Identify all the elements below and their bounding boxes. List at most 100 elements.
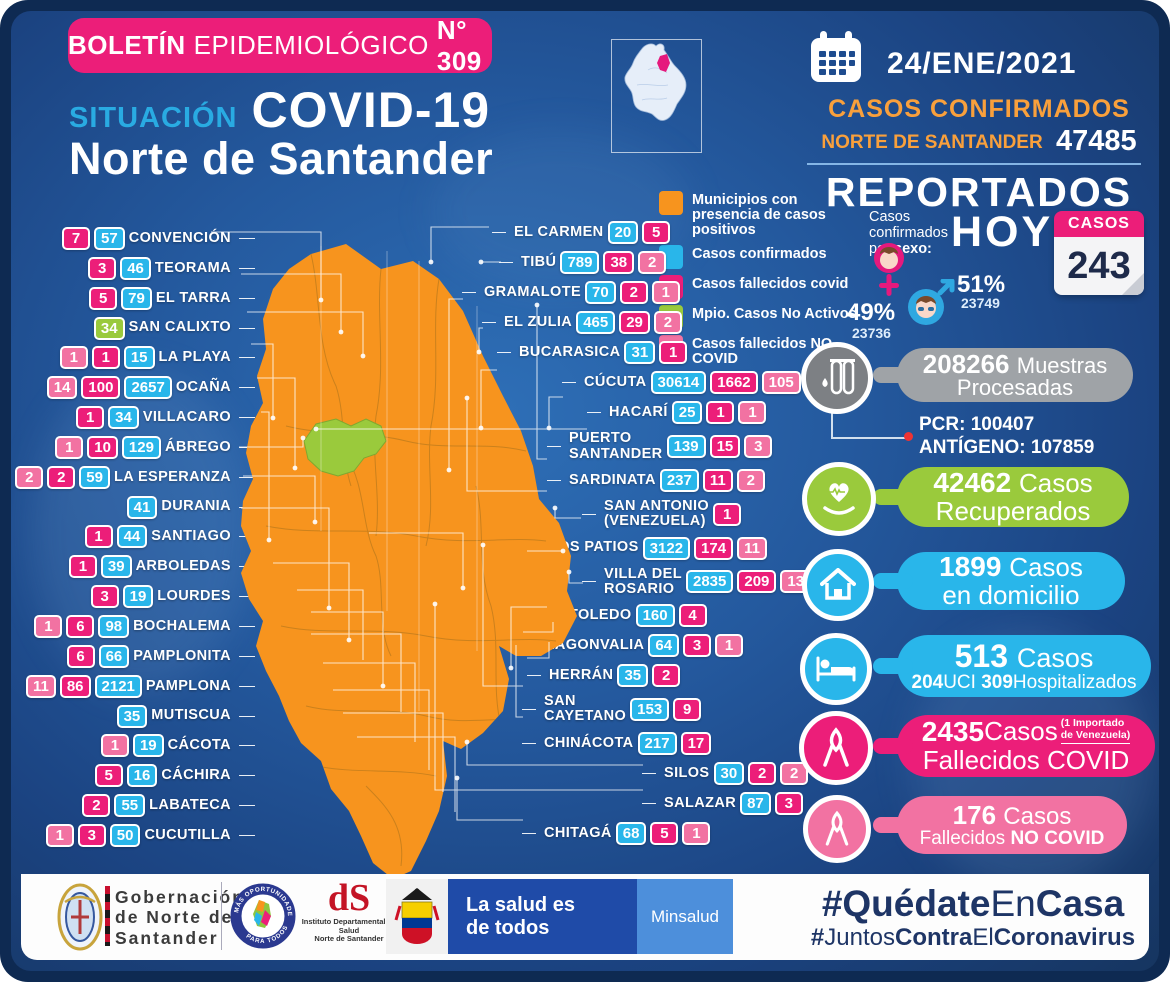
municipality-name: SILOS — [664, 764, 710, 781]
count-box-cyan: 31 — [624, 341, 656, 365]
confirmed-total: 47485 — [1055, 125, 1137, 157]
covid-deaths-label: Casos — [984, 716, 1058, 747]
count-box-lightpink: 1 — [100, 734, 129, 758]
municipality-name: HACARÍ — [609, 404, 668, 421]
municipality-row: 1 3 50 CUCUTILLA — [45, 823, 255, 847]
bulletin-background: BOLETÍN EPIDEMIOLÓGICO N° 309 SITUACIÓN … — [11, 11, 1159, 971]
pcr-line: PCR: 100407 — [919, 414, 1034, 436]
legend-label: Casos fallecidos NO COVID — [692, 335, 833, 367]
uci-value: 204 — [911, 671, 944, 693]
count-box-cyan: 57 — [94, 227, 125, 250]
divider-line — [807, 163, 1141, 165]
municipality-row: 1 19 CÁCOTA — [100, 734, 255, 758]
male-count: 23749 — [961, 295, 1000, 311]
municipality-row: LOS PATIOS 3122 174 11 — [527, 536, 767, 560]
pcr-value: 100407 — [970, 414, 1035, 435]
count-box-magenta: 3 — [774, 791, 803, 815]
norte-de-santander-highlight — [657, 54, 670, 72]
count-box-magenta: 3 — [77, 823, 106, 847]
count-box-magenta: 2 — [748, 761, 777, 785]
count-box-magenta: 38 — [603, 251, 635, 275]
count-box-cyan: 19 — [122, 585, 154, 609]
municipality-row: SALAZAR 87 3 — [642, 791, 803, 815]
municipality-row: 1 34 VILLACARO — [76, 406, 255, 430]
page-fold — [1122, 273, 1144, 295]
count-box-cyan: 139 — [666, 435, 706, 459]
count-box-cyan: 35 — [617, 664, 649, 688]
municipality-name: LOS PATIOS — [549, 539, 639, 556]
count-box-cyan: 64 — [648, 634, 680, 658]
samples-icon-circle — [801, 342, 873, 414]
hospitalized-detail: 204UCI 309Hospitalizados — [911, 671, 1137, 693]
oportunidades-ring-logo: MÁS OPORTUNIDADES PARA TODOS — [229, 882, 296, 949]
municipality-row: 1 10 129 ÁBREGO — [55, 435, 255, 459]
recovered-value: 42462 — [933, 467, 1012, 499]
count-box-magenta: 11 — [702, 468, 733, 492]
noncovid-deaths-line2: Fallecidos NO COVID — [920, 829, 1105, 848]
count-box-magenta: 3 — [88, 256, 117, 280]
heart-hand-icon — [823, 483, 855, 515]
count-box-magenta: 5 — [89, 286, 118, 310]
municipality-row: 11 86 2121 PAMPLONA — [25, 674, 255, 698]
count-box-magenta: 9 — [673, 697, 702, 721]
count-box-magenta: 7 — [62, 227, 91, 250]
municipality-row: 2 55 LABATECA — [82, 794, 255, 818]
count-box-magenta: 3 — [683, 634, 712, 658]
ribbon-icon — [825, 810, 849, 846]
boletin-banner: BOLETÍN EPIDEMIOLÓGICO N° 309 — [68, 15, 492, 76]
home-cases-line2: en domicilio — [942, 580, 1080, 611]
count-box-magenta: 5 — [650, 821, 679, 845]
samples-label: Muestras — [1016, 352, 1108, 378]
female-count: 23736 — [852, 325, 891, 341]
legend-label: Casos confirmados — [692, 245, 827, 262]
hashtag-part: Coronavirus — [993, 924, 1136, 951]
count-box-cyan: 39 — [100, 555, 132, 579]
footer-bar: Gobernación de Norte de Santander MÁS OP… — [21, 874, 1149, 960]
today-cases-label: CASOS — [1054, 211, 1144, 237]
count-box-lightpink: 1 — [34, 614, 63, 638]
municipality-column-left: 7 57 CONVENCIÓN 3 46 TEORAMA 5 79 EL TARRA 34 SAN … — [15, 227, 255, 847]
municipality-name: LOURDES — [157, 588, 231, 605]
home-icon-circle — [802, 549, 874, 621]
municipality-name: BOCHALEMA — [133, 617, 231, 634]
mini-department-mosaic — [253, 900, 271, 928]
municipality-row: SARDINATA 237 11 2 — [547, 468, 765, 492]
logo-divider-bar — [105, 886, 110, 946]
department-map — [241, 244, 577, 879]
gobernacion-crest-logo — [57, 883, 103, 951]
municipality-row: 1 44 SANTIAGO — [84, 525, 255, 549]
count-box-cyan: 2657 — [124, 376, 172, 400]
count-box-lightpink: 11 — [737, 536, 767, 560]
municipality-name: SANTIAGO — [151, 528, 231, 545]
municipality-name: EL TARRA — [155, 289, 231, 306]
hashtags: #QuédateEnCasa #JuntosContraElCoronaviru… — [761, 884, 1159, 952]
municipality-name: CUCUTILLA — [144, 826, 231, 843]
noncovid-deaths-label: Casos — [1003, 802, 1072, 830]
sex-label-bold: sexo: — [894, 241, 932, 258]
recovered-label: Casos — [1018, 468, 1093, 499]
ids-logo-mark: dS — [327, 877, 371, 919]
legend-label: Mpio. Casos No Activos — [692, 305, 857, 322]
municipality-name: MUTISCUA — [151, 707, 231, 724]
count-box-cyan: 789 — [560, 251, 600, 275]
municipality-row: 5 79 EL TARRA — [89, 286, 255, 310]
count-box-cyan: 34 — [108, 406, 139, 430]
municipality-row: BUCARASICA 31 1 — [497, 341, 688, 365]
municipality-name: DURANIA — [161, 498, 231, 515]
count-box-cyan: 217 — [637, 731, 677, 755]
count-box-cyan: 87 — [740, 791, 771, 815]
ids-caption-line1: Instituto Departamental de Salud — [301, 917, 397, 935]
count-box-magenta: 5 — [94, 764, 123, 788]
colombia-arms-box — [386, 879, 448, 954]
hashtag-part: Casa — [1035, 883, 1125, 924]
municipality-row: 1 6 98 BOCHALEMA — [34, 614, 255, 638]
hashtag-part: Juntos — [824, 924, 895, 951]
noncovid-line2-bold: NO COVID — [1010, 828, 1105, 850]
covid-deaths-value: 2435 — [921, 716, 985, 748]
ids-logo: dS Instituto Departamental de Salud Norte… — [297, 878, 401, 944]
count-box-cyan: 70 — [585, 281, 616, 305]
municipality-name: TEORAMA — [154, 259, 231, 276]
municipality-name: ÁBREGO — [164, 438, 231, 455]
report-date: 24/ENE/2021 — [887, 47, 1077, 80]
municipality-row: GRAMALOTE 70 2 1 — [462, 281, 680, 305]
